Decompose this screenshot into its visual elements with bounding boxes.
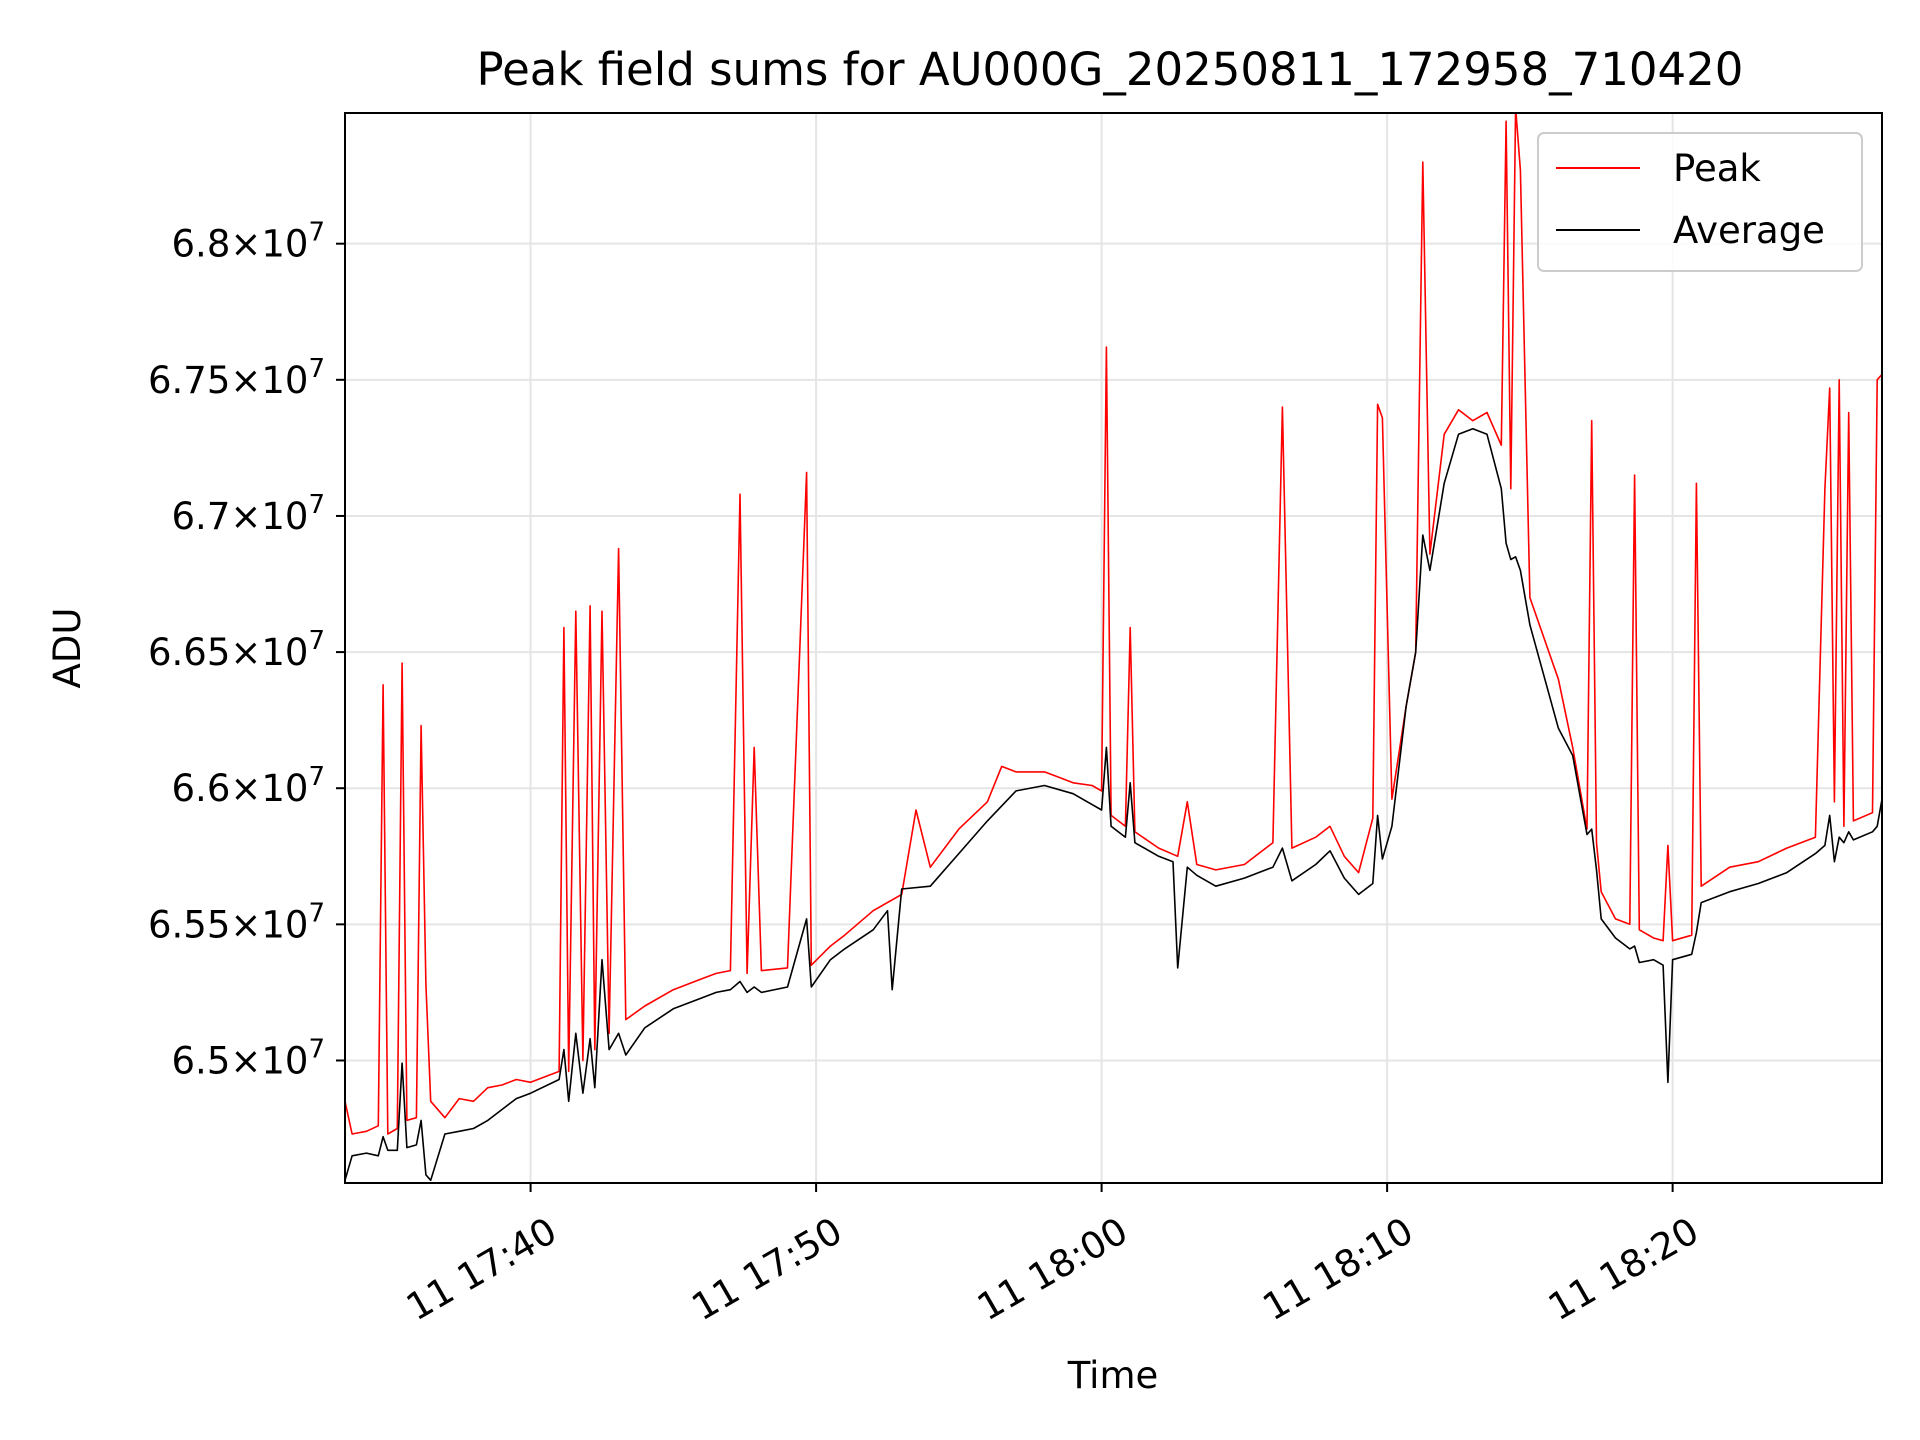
series-line-average [345,428,1882,1182]
y-tick-mantissa: 6.75×10 [148,359,308,402]
legend-label-average: Average [1673,209,1825,252]
y-tick-exponent: 7 [308,218,325,248]
y-tick-label: 6.55×107 [148,898,325,946]
y-tick-exponent: 7 [308,626,325,656]
plot-area [344,112,1883,1184]
y-tick-mantissa: 6.8×10 [172,223,309,266]
y-tick-exponent: 7 [308,354,325,384]
y-tick-exponent: 7 [308,490,325,520]
y-tick-label: 6.65×107 [148,626,325,674]
series-line-peak [345,113,1882,1135]
y-tick-mantissa: 6.55×10 [148,903,308,946]
chart-title: Peak field sums for AU000G_20250811_1729… [477,43,1744,96]
x-tick-label: 11 18:00 [970,1209,1135,1329]
y-tick-mantissa: 6.5×10 [172,1039,309,1082]
y-tick-exponent: 7 [308,1034,325,1064]
y-tick-label: 6.6×107 [172,762,325,810]
series-layer [345,113,1882,1182]
x-tick-label: 11 17:50 [685,1209,850,1329]
y-axis-label: ADU [46,608,89,689]
grid-layer [345,113,1882,1183]
y-axis-ticks: 6.5×1076.55×1076.6×1076.65×1076.7×1076.7… [148,218,345,1082]
legend: Peak Average [1537,132,1863,272]
x-tick-label: 11 17:40 [399,1209,564,1329]
x-axis-label: Time [1067,1354,1159,1397]
y-tick-mantissa: 6.6×10 [172,767,309,810]
y-tick-mantissa: 6.7×10 [172,495,309,538]
y-tick-exponent: 7 [308,898,325,928]
y-tick-label: 6.8×107 [172,218,325,266]
x-axis-ticks: 11 17:40 11 17:50 11 18:00 11 18:10 11 18:20 [399,1183,1706,1329]
y-tick-label: 6.75×107 [148,354,325,402]
x-tick-label: 11 18:10 [1256,1209,1421,1329]
y-tick-label: 6.5×107 [172,1034,325,1082]
legend-label-peak: Peak [1673,147,1761,190]
x-tick-label: 11 18:20 [1541,1209,1706,1329]
y-tick-mantissa: 6.65×10 [148,631,308,674]
y-tick-exponent: 7 [308,762,325,792]
y-tick-label: 6.7×107 [172,490,325,538]
